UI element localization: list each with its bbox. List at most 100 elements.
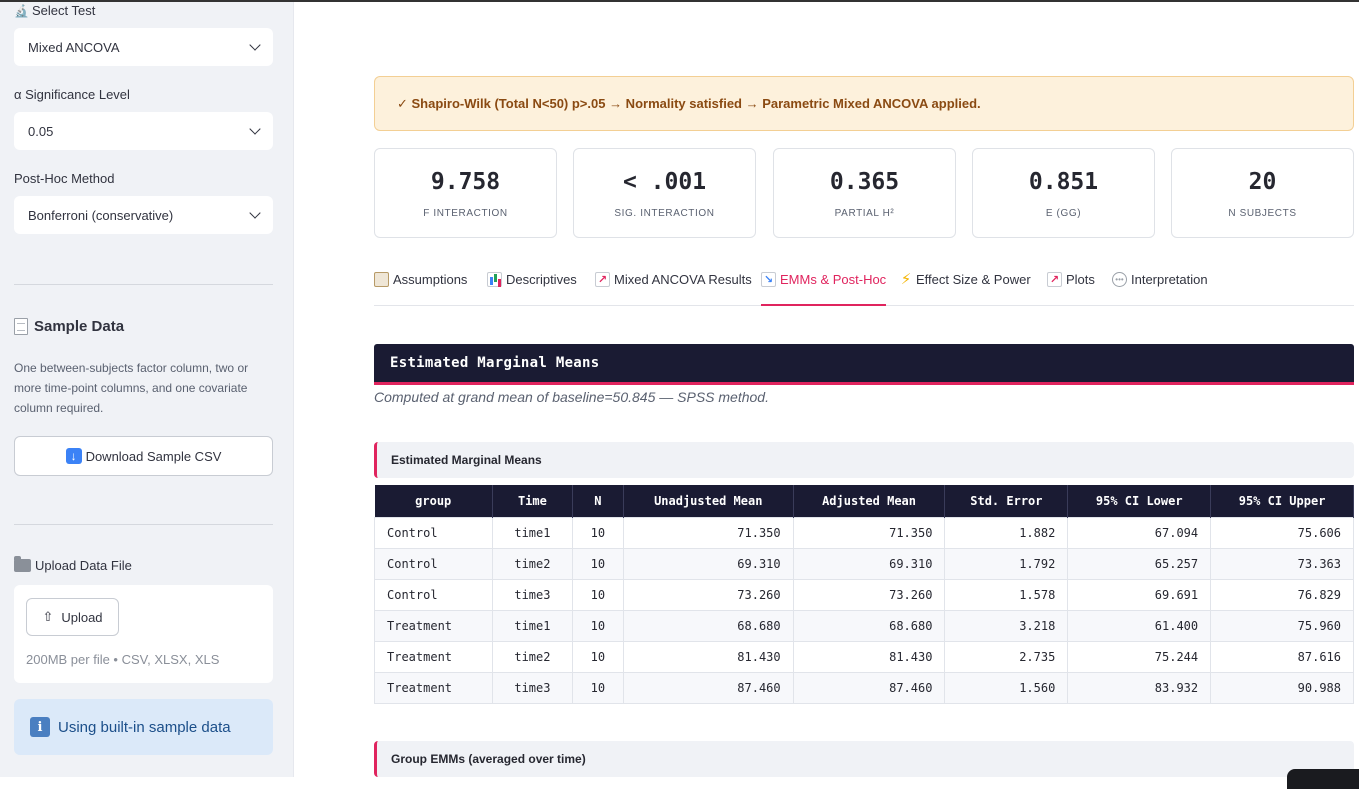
tab-label: EMMs & Post-Hoc xyxy=(780,272,887,287)
file-uploader[interactable]: ⇧ Upload 200MB per file • CSV, XLSX, XLS xyxy=(14,585,273,683)
table-header-row: group Time N Unadjusted Mean Adjusted Me… xyxy=(374,485,1354,517)
emm-table: group Time N Unadjusted Mean Adjusted Me… xyxy=(374,485,1354,704)
table-row: Control time3 10 73.260 73.260 1.578 69.… xyxy=(374,578,1354,611)
column-header: Adjusted Mean xyxy=(793,485,946,517)
column-header: Std. Error xyxy=(944,485,1069,517)
table-cell: 1.882 xyxy=(944,516,1069,549)
table-cell: Treatment xyxy=(374,671,493,704)
alpha-value: 0.05 xyxy=(28,123,54,139)
table-cell: Treatment xyxy=(374,609,493,642)
table-cell: 67.094 xyxy=(1067,516,1212,549)
emm-subheading: Estimated Marginal Means xyxy=(374,442,1354,478)
divider xyxy=(14,524,273,525)
table-cell: time1 xyxy=(491,516,573,549)
tab-interpretation[interactable]: ••• Interpretation xyxy=(1112,272,1208,306)
table-cell: 65.257 xyxy=(1067,547,1212,580)
sample-data-description: One between-subjects factor column, two … xyxy=(14,361,249,415)
section-title: Estimated Marginal Means xyxy=(374,344,1354,385)
select-test-value: Mixed ANCOVA xyxy=(28,39,120,55)
upload-button-label: Upload xyxy=(61,609,103,625)
table-cell: Control xyxy=(374,516,493,549)
status-widget[interactable] xyxy=(1287,769,1359,789)
upload-button[interactable]: ⇧ Upload xyxy=(26,598,119,636)
tab-bar: Assumptions Descriptives ↗ Mixed ANCOVA … xyxy=(374,266,1354,306)
table-cell: 1.792 xyxy=(944,547,1069,580)
metric-label: N SUBJECTS xyxy=(1228,208,1297,219)
tab-descriptives[interactable]: Descriptives xyxy=(487,272,577,306)
tab-mixed-ancova-results[interactable]: ↗ Mixed ANCOVA Results xyxy=(595,272,752,306)
table-cell: 75.606 xyxy=(1210,516,1354,549)
metric-value: 20 xyxy=(1248,169,1277,195)
table-cell: 75.960 xyxy=(1210,609,1354,642)
table-cell: 68.680 xyxy=(622,609,794,642)
column-header: Time xyxy=(492,485,573,517)
posthoc-dropdown[interactable]: Bonferroni (conservative) xyxy=(14,196,273,234)
table-cell: 2.735 xyxy=(944,640,1069,673)
column-header: 95% CI Upper xyxy=(1210,485,1354,517)
table-cell: 1.560 xyxy=(944,671,1069,704)
document-icon xyxy=(14,318,28,335)
info-icon: i xyxy=(30,717,50,737)
folder-icon xyxy=(14,556,31,572)
metric-value: 0.851 xyxy=(1028,169,1099,195)
upload-label: Upload Data File xyxy=(35,558,132,573)
metric-card: 20 N SUBJECTS xyxy=(1171,148,1354,238)
info-text: Using built-in sample data xyxy=(58,718,231,736)
normality-alert: ✓ Shapiro-Wilk (Total N<50) p>.05 → Norm… xyxy=(374,76,1354,131)
table-cell: 69.310 xyxy=(622,547,794,580)
info-alert: i Using built-in sample data xyxy=(14,699,273,755)
column-header: group xyxy=(374,485,493,517)
sample-data-heading: Sample Data xyxy=(14,318,124,335)
table-cell: 3.218 xyxy=(944,609,1069,642)
tab-plots[interactable]: ↗ Plots xyxy=(1047,272,1095,306)
table-cell: 83.932 xyxy=(1067,671,1212,704)
table-cell: 71.350 xyxy=(622,516,794,549)
download-sample-button[interactable]: ↓ Download Sample CSV xyxy=(14,436,273,476)
tab-effect-size-power[interactable]: ⚡ Effect Size & Power xyxy=(900,272,1031,306)
posthoc-label: Post-Hoc Method xyxy=(14,171,115,186)
table-cell: 73.260 xyxy=(622,578,794,611)
table-row: Treatment time3 10 87.460 87.460 1.560 8… xyxy=(374,671,1354,704)
table-row: Control time1 10 71.350 71.350 1.882 67.… xyxy=(374,516,1354,549)
divider xyxy=(14,284,273,285)
tab-label: Interpretation xyxy=(1131,272,1208,287)
metric-value: 0.365 xyxy=(829,169,900,195)
select-test-dropdown[interactable]: Mixed ANCOVA xyxy=(14,28,273,66)
table-row: Treatment time1 10 68.680 68.680 3.218 6… xyxy=(374,609,1354,642)
table-cell: 87.616 xyxy=(1210,640,1354,673)
tab-label: Mixed ANCOVA Results xyxy=(614,272,752,287)
microscope-icon: 🔬 xyxy=(14,3,29,18)
tab-emms-post-hoc[interactable]: ↘ EMMs & Post-Hoc xyxy=(761,272,887,306)
upload-hint: 200MB per file • CSV, XLSX, XLS xyxy=(26,652,220,667)
table-cell: 10 xyxy=(571,609,624,642)
tab-label: Plots xyxy=(1066,272,1095,287)
group-emm-subheading: Group EMMs (averaged over time) xyxy=(374,741,1354,777)
upload-label-row: Upload Data File xyxy=(14,556,132,573)
chart-increasing-icon: ↗ xyxy=(595,272,610,287)
upload-icon: ⇧ xyxy=(42,609,54,624)
metric-value: < .001 xyxy=(622,169,707,195)
table-row: Treatment time2 10 81.430 81.430 2.735 7… xyxy=(374,640,1354,673)
bar-chart-icon xyxy=(487,272,502,287)
clipboard-icon xyxy=(374,272,389,287)
posthoc-value: Bonferroni (conservative) xyxy=(28,207,174,223)
metric-label: F INTERACTION xyxy=(423,208,508,219)
table-cell: 61.400 xyxy=(1067,609,1212,642)
tab-label: Descriptives xyxy=(506,272,577,287)
table-cell: 76.829 xyxy=(1210,578,1354,611)
table-cell: Treatment xyxy=(374,640,493,673)
table-cell: 73.260 xyxy=(792,578,946,611)
select-test-label: Select Test xyxy=(31,3,96,18)
metric-card: 0.851 Ε (GG) xyxy=(972,148,1155,238)
chart-increasing-icon: ↗ xyxy=(1047,272,1062,287)
lightning-icon: ⚡ xyxy=(900,271,912,288)
tab-label: Effect Size & Power xyxy=(916,272,1031,287)
tab-assumptions[interactable]: Assumptions xyxy=(374,272,467,306)
alpha-dropdown[interactable]: 0.05 xyxy=(14,112,273,150)
chevron-down-icon xyxy=(249,123,261,135)
table-cell: time3 xyxy=(491,671,573,704)
table-cell: 81.430 xyxy=(792,640,946,673)
table-cell: 10 xyxy=(571,516,624,549)
column-header: Unadjusted Mean xyxy=(623,485,794,517)
table-cell: 68.680 xyxy=(792,609,946,642)
